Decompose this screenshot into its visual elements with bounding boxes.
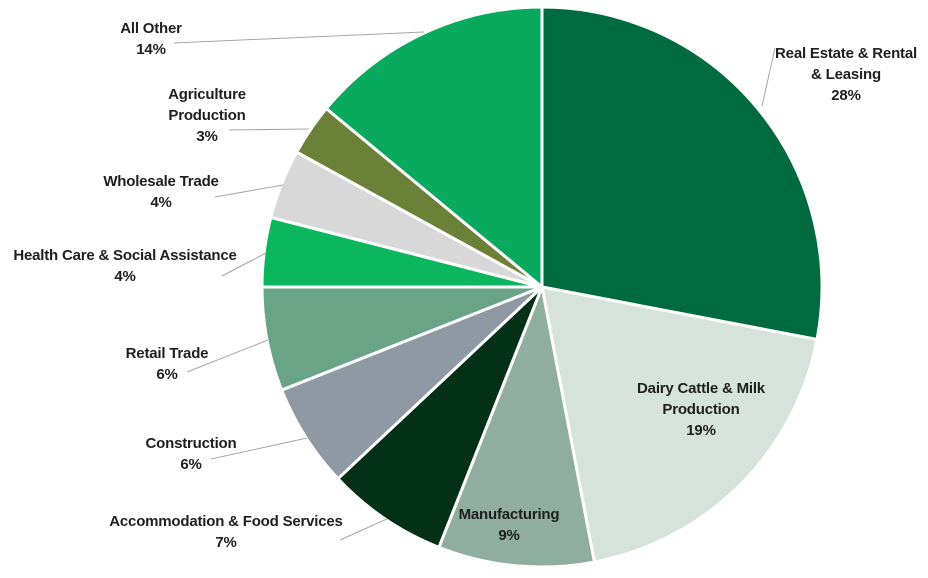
- slice-label-real-estate-rental-leasing: Real Estate & Rental & Leasing 28%: [775, 45, 917, 104]
- leader-line-real-estate-rental-leasing: [761, 47, 776, 107]
- slice-label-wholesale-trade: Wholesale Trade 4%: [103, 173, 218, 211]
- slice-label-manufacturing: Manufacturing 9%: [459, 506, 560, 544]
- pie-slices-group: [260, 5, 824, 569]
- leader-line-agriculture-production: [228, 128, 310, 131]
- slice-label-health-care-social-assistance: Health Care & Social Assistance 4%: [13, 247, 236, 285]
- slice-label-accommodation-food-services: Accommodation & Food Services 7%: [109, 513, 342, 551]
- slice-label-all-other: All Other 14%: [120, 20, 182, 58]
- leader-line-all-other: [173, 31, 425, 44]
- leader-line-retail-trade: [186, 339, 269, 373]
- slice-labels-group: Real Estate & Rental & Leasing 28% Dairy Ca…: [13, 20, 917, 551]
- leader-lines-group: [173, 31, 776, 541]
- pie-slice-accommodation-food-services: [336, 285, 544, 549]
- leader-line-construction: [210, 437, 308, 460]
- leader-line-accommodation-food-services: [339, 518, 388, 541]
- slice-label-retail-trade: Retail Trade 6%: [126, 345, 209, 383]
- leader-line-health-care-social-assistance: [221, 252, 267, 277]
- pie-slice-real-estate-rental-leasing: [540, 5, 824, 341]
- pie-slice-all-other: [324, 5, 544, 289]
- leader-line-wholesale-trade: [214, 184, 284, 198]
- slice-label-agriculture-production: Agriculture Production 3%: [168, 86, 246, 145]
- pie-slice-dairy-cattle-milk-production: [540, 285, 819, 564]
- pie-slice-manufacturing: [437, 285, 596, 569]
- slice-label-construction: Construction 6%: [146, 435, 237, 473]
- slice-label-dairy-cattle-milk-production: Dairy Cattle & Milk Production 19%: [637, 380, 766, 439]
